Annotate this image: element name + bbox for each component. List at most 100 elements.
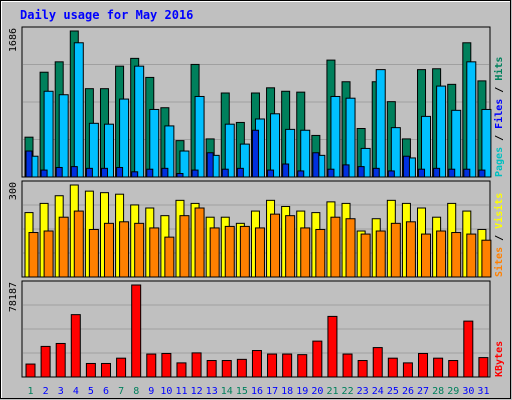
bar-sites: [88, 228, 99, 278]
bar-pages: [176, 173, 184, 178]
bar-kbytes: [221, 360, 232, 378]
bar-sites: [164, 236, 175, 278]
bar-files: [149, 108, 160, 178]
bar-pages: [40, 169, 48, 178]
bar-pages: [221, 168, 229, 178]
bar-pages: [357, 166, 365, 178]
bar-kbytes: [146, 353, 157, 378]
bar-sites: [58, 216, 69, 278]
bar-sites: [43, 230, 54, 278]
bar-sites: [270, 213, 281, 278]
x-tick-label: 19: [296, 386, 308, 397]
bar-pages: [100, 167, 108, 178]
bar-files: [239, 143, 250, 178]
bar-pages: [433, 167, 441, 178]
bar-files: [451, 109, 462, 178]
x-tick-label: 1: [28, 386, 34, 397]
x-tick-label: 16: [251, 386, 263, 397]
bar-pages: [251, 129, 259, 178]
bar-files: [300, 129, 311, 178]
x-tick-label: 12: [191, 386, 203, 397]
bar-pages: [312, 152, 320, 178]
bar-kbytes: [100, 362, 111, 378]
bar-sites: [375, 230, 386, 278]
bar-sites: [149, 227, 160, 278]
bar-kbytes: [402, 362, 413, 378]
legend-entry: Sites: [493, 247, 505, 277]
bar-sites: [134, 222, 145, 278]
bar-pages: [297, 170, 305, 178]
bar-pages: [478, 169, 486, 178]
bar-sites: [103, 222, 114, 278]
bar-files: [224, 123, 235, 178]
bar-files: [345, 97, 356, 178]
panel-kbytes: 78187 KBytes: [8, 280, 505, 378]
x-tick-label: 9: [148, 386, 154, 397]
x-tick-label: 29: [447, 386, 459, 397]
bar-files: [179, 150, 190, 178]
bar-files: [43, 90, 54, 178]
bar-kbytes: [463, 320, 474, 378]
bar-kbytes: [40, 345, 51, 378]
bar-pages: [463, 168, 471, 178]
x-tick-label: 4: [73, 386, 79, 397]
bar-kbytes: [297, 354, 308, 378]
legend-entry: KBytes: [494, 341, 505, 377]
bar-sites: [285, 215, 296, 278]
bar-files: [360, 147, 371, 178]
bar-sites: [73, 210, 84, 278]
x-tick-label: 28: [432, 386, 444, 397]
bar-kbytes: [448, 360, 459, 378]
x-tick-label: 31: [477, 386, 489, 397]
x-tick-label: 10: [160, 386, 172, 397]
legend-entry: Pages: [494, 147, 505, 177]
bar-files: [421, 115, 432, 178]
bar-files: [119, 98, 130, 178]
x-tick-label: 30: [462, 386, 474, 397]
bar-pages: [116, 166, 124, 178]
x-tick-label: 15: [236, 386, 248, 397]
bar-kbytes: [131, 284, 142, 378]
x-tick-label: 13: [206, 386, 218, 397]
bar-pages: [131, 171, 139, 178]
bar-files: [73, 42, 84, 178]
bar-pages: [327, 168, 335, 178]
max-label-hits-files-pages: 1686: [8, 28, 19, 52]
bar-sites: [421, 233, 432, 278]
bar-pages: [372, 167, 380, 178]
bar-files: [285, 128, 296, 178]
bar-sites: [330, 216, 341, 278]
bar-sites: [239, 225, 250, 278]
bar-files: [390, 127, 401, 178]
bar-sites: [481, 239, 492, 278]
bar-pages: [25, 150, 33, 178]
bar-kbytes: [70, 314, 81, 378]
max-label-visits-sites: 300: [8, 182, 19, 200]
bar-sites: [315, 228, 326, 278]
legend-entry: /: [494, 129, 505, 147]
bar-files: [330, 95, 341, 178]
legend-kbytes: KBytes: [494, 341, 505, 377]
bar-pages: [387, 170, 395, 178]
bar-pages: [161, 167, 169, 178]
bar-sites: [179, 215, 190, 278]
x-tick-label: 25: [387, 386, 399, 397]
x-tick-label: 21: [326, 386, 338, 397]
bar-sites: [209, 227, 220, 278]
bar-kbytes: [267, 353, 278, 378]
bar-pages: [55, 166, 63, 178]
bar-sites: [28, 232, 39, 278]
x-tick-label: 11: [175, 386, 187, 397]
x-tick-label: 18: [281, 386, 293, 397]
bar-files: [436, 85, 447, 178]
x-tick-label: 17: [266, 386, 278, 397]
bar-pages: [146, 168, 154, 178]
bar-kbytes: [433, 357, 444, 378]
bar-pages: [236, 167, 244, 178]
legend-hits-files-pages: Pages / Files / Hits: [493, 57, 505, 177]
legend-entry: Hits: [493, 57, 505, 81]
bar-files: [481, 108, 492, 178]
bar-pages: [402, 155, 410, 178]
legend-visits-sites: Sites / Visits: [493, 193, 505, 277]
